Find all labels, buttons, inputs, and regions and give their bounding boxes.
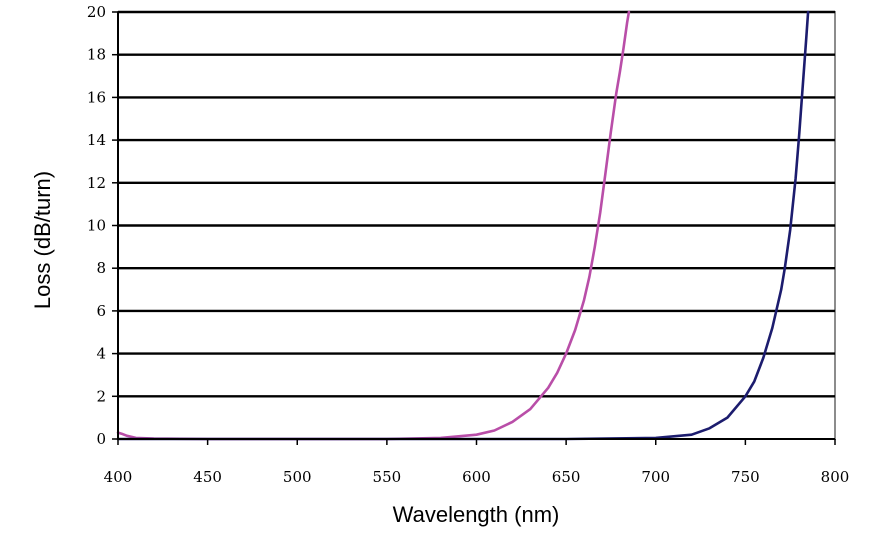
- x-tick-label-650: 650: [552, 468, 581, 486]
- y-tick-label-12: 12: [87, 174, 106, 192]
- y-tick-label-14: 14: [87, 131, 106, 149]
- y-tick-label-4: 4: [96, 345, 106, 363]
- x-tick-label-550: 550: [373, 468, 402, 486]
- x-tick-label-800: 800: [821, 468, 850, 486]
- axes: [112, 11, 836, 445]
- y-tick-label-0: 0: [96, 430, 106, 448]
- x-tick-label-600: 600: [462, 468, 491, 486]
- y-tick-label-16: 16: [87, 88, 106, 106]
- y-axis-title: Loss (dB/turn): [30, 171, 55, 309]
- y-tick-label-10: 10: [87, 217, 106, 235]
- series-line-2: [116, 10, 810, 441]
- x-tick-label-450: 450: [193, 468, 222, 486]
- tick-labels: 0 2 4 6 8 10 12 14 16 18 20 400 450 500 550 600 650 700 75…: [87, 3, 849, 486]
- y-tick-label-2: 2: [96, 387, 106, 405]
- x-axis-title: Wavelength (nm): [393, 502, 560, 527]
- x-tick-label-500: 500: [283, 468, 312, 486]
- y-tick-label-18: 18: [87, 46, 106, 64]
- x-tick-label-700: 700: [641, 468, 670, 486]
- y-tick-label-8: 8: [96, 259, 106, 277]
- x-tick-label-400: 400: [104, 468, 133, 486]
- y-tick-label-6: 6: [96, 302, 106, 320]
- y-tick-label-20: 20: [87, 3, 106, 21]
- x-tick-label-750: 750: [731, 468, 760, 486]
- grid-lines: [118, 10, 835, 398]
